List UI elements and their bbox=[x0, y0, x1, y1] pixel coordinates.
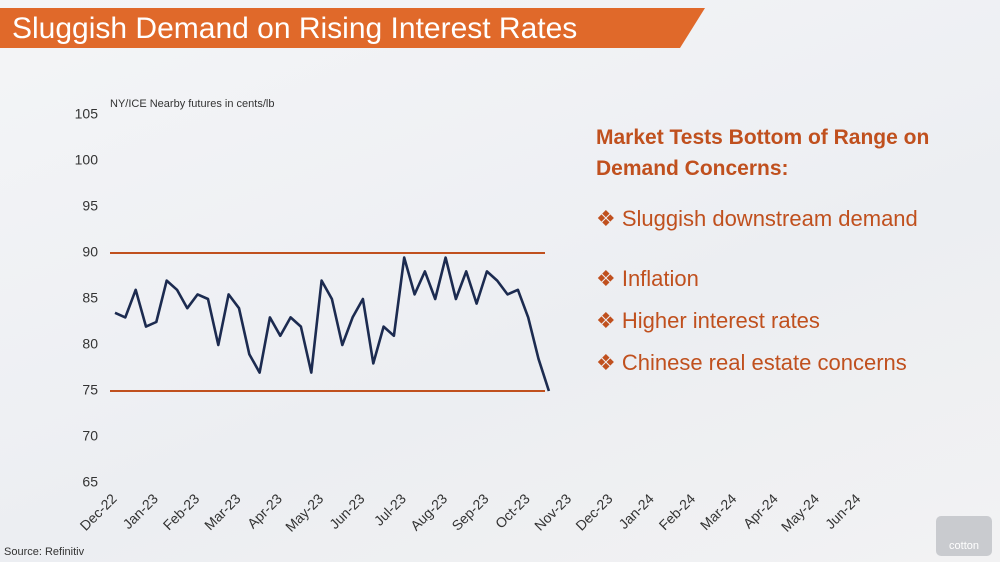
x-tick-label: Jun-23 bbox=[326, 490, 368, 532]
y-tick-label: 95 bbox=[82, 198, 98, 214]
logo-box bbox=[936, 516, 992, 556]
source: Source: Refinitiv bbox=[4, 546, 85, 558]
x-tick-label: Jul-23 bbox=[371, 490, 409, 528]
x-tick-label: Mar-24 bbox=[697, 490, 740, 533]
slide-title: Sluggish Demand on Rising Interest Rates bbox=[12, 12, 577, 45]
x-tick-label: Sep-23 bbox=[448, 490, 491, 533]
logo: cotton bbox=[949, 540, 979, 552]
x-tick-label: Jan-24 bbox=[615, 490, 657, 532]
text-panel: Market Tests Bottom of Range on Demand C… bbox=[596, 122, 976, 390]
x-tick-label: Jun-24 bbox=[822, 490, 864, 532]
bullet: ❖ Inflation bbox=[596, 266, 699, 291]
y-tick-label: 90 bbox=[82, 244, 98, 260]
y-tick-label: 75 bbox=[82, 382, 98, 398]
x-tick-label: Feb-24 bbox=[656, 490, 699, 533]
y-tick-label: 65 bbox=[82, 474, 98, 490]
title-banner bbox=[0, 8, 705, 48]
bullet: ❖ Higher interest rates bbox=[596, 308, 820, 333]
x-tick-label: Jan-23 bbox=[119, 490, 161, 532]
x-tick-label: May-24 bbox=[778, 490, 822, 534]
x-tick-label: Mar-23 bbox=[201, 490, 244, 533]
x-tick-label: Dec-23 bbox=[572, 490, 615, 533]
bullet: ❖ Sluggish downstream demand bbox=[596, 206, 918, 231]
y-tick-label: 70 bbox=[82, 428, 98, 444]
price-line bbox=[114, 256, 551, 392]
x-tick-label: Nov-23 bbox=[531, 490, 574, 533]
x-tick-label: Apr-23 bbox=[244, 490, 285, 531]
x-tick-label: Apr-24 bbox=[740, 490, 781, 531]
y-tick-label: 105 bbox=[75, 106, 99, 122]
bullet: ❖ Chinese real estate concerns bbox=[596, 350, 907, 375]
x-tick-label: Feb-23 bbox=[160, 490, 203, 533]
panel-heading: Market Tests Bottom of Range on Demand C… bbox=[596, 126, 930, 180]
y-tick-label: 85 bbox=[82, 290, 98, 306]
x-tick-label: Aug-23 bbox=[407, 490, 450, 533]
x-tick-label: Oct-23 bbox=[492, 490, 533, 531]
x-tick-label: Dec-22 bbox=[77, 490, 120, 533]
x-tick-label: May-23 bbox=[282, 490, 326, 534]
y-tick-label: 80 bbox=[82, 336, 98, 352]
axis-label: NY/ICE Nearby futures in cents/lb bbox=[110, 98, 274, 110]
y-tick-label: 100 bbox=[75, 152, 99, 168]
